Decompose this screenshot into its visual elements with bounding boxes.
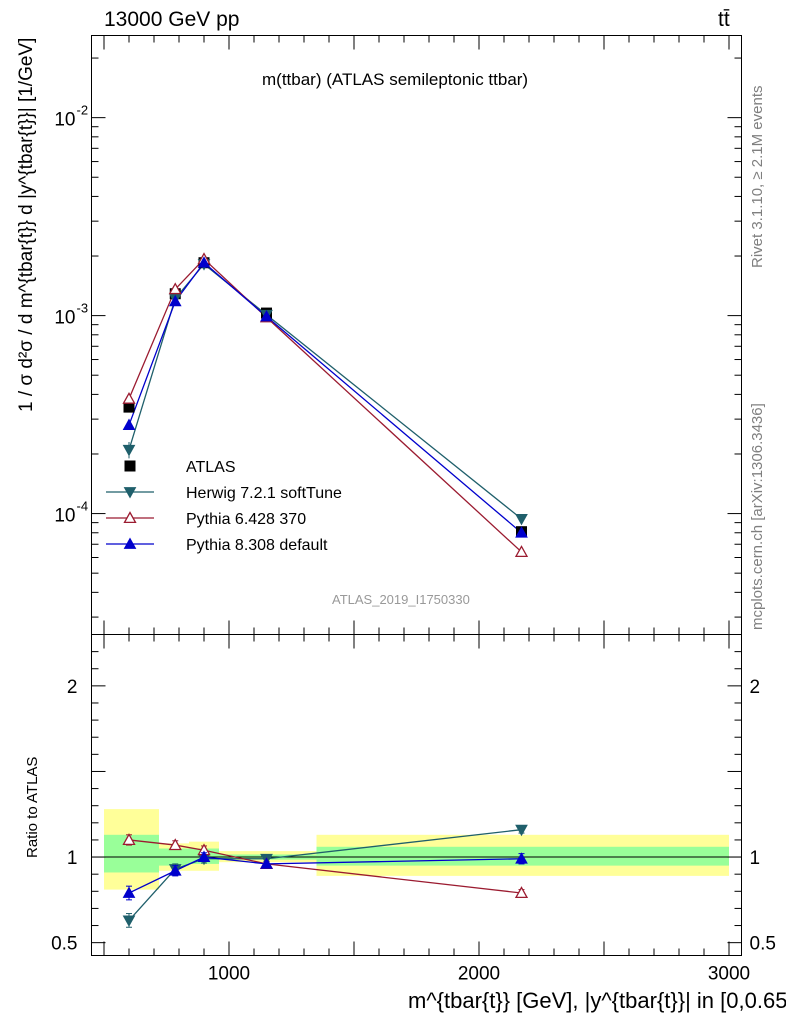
main-point-2-0 (122, 391, 136, 404)
main-y-axis-label: 1 / σ d²σ / d m^{tbar{t}} d |y^{tbar{t}}… (16, 37, 37, 412)
main-point-2-1 (168, 282, 182, 295)
main-y-tick-exponent-0.0001: -4 (77, 499, 89, 514)
ratio-point-1-1 (168, 838, 182, 851)
ratio-point-2-0 (122, 886, 136, 898)
series-markers (122, 252, 529, 928)
legend: ATLAS Herwig 7.2.1 softTune Pythia 6.428 3… (106, 459, 342, 554)
main-y-tick-label-0.01: 10 (54, 110, 75, 131)
ratio-y-tick-label-left-2: 2 (67, 677, 78, 698)
ratio-panel-frame (91, 634, 742, 956)
header-left-label: 13000 GeV pp (104, 8, 240, 31)
main-y-tick-exponent-0.001: -3 (77, 301, 89, 316)
main-y-tick-label-0.001: 10 (54, 308, 75, 329)
main-line-1 (128, 263, 522, 520)
ratio-point-2-2 (197, 850, 211, 862)
ratio-y-tick-label-right-1: 1 (750, 848, 761, 869)
legend-label-2: Pythia 6.428 370 (186, 511, 306, 528)
plot-title: m(ttbar) (ATLAS semileptonic ttbar) (262, 70, 529, 89)
series-lines (128, 258, 522, 921)
main-point-2-4 (514, 545, 529, 557)
mcplots-label: mcplots.cern.ch [arXiv:1306.3436] (749, 403, 766, 630)
main-point-1-0 (122, 444, 136, 457)
ratio-point-2-4 (515, 852, 528, 864)
main-line-2 (128, 258, 522, 553)
x-tick-label-3000: 3000 (708, 964, 750, 985)
main-y-tick-exponent-0.01: -2 (77, 103, 89, 118)
main-point-3-3 (260, 309, 273, 322)
main-y-tick-label-0.0001: 10 (54, 506, 75, 527)
ratio-y-tick-label-left-1: 1 (67, 848, 78, 869)
legend-marker-0 (124, 460, 136, 472)
ratio-uncertainty-bands (91, 809, 742, 890)
legend-marker-3 (123, 537, 137, 549)
ratio-point-2-1 (168, 864, 182, 876)
legend-label-1: Herwig 7.2.1 softTune (186, 485, 342, 502)
analysis-id-label: ATLAS_2019_I1750330 (332, 592, 470, 607)
main-point-3-1 (168, 294, 182, 307)
ratio-point-1-0 (122, 833, 136, 845)
main-point-3-0 (122, 418, 136, 430)
ratio-y-tick-label-right-0.5: 0.5 (750, 934, 776, 955)
axes-ticks (91, 35, 742, 956)
legend-marker-1 (123, 487, 137, 499)
axes-frames (91, 35, 742, 956)
x-tick-label-2000: 2000 (458, 964, 500, 985)
legend-label-0: ATLAS (186, 459, 236, 476)
main-point-1-4 (515, 513, 528, 526)
header-right-label: tt̄ (718, 8, 730, 31)
main-point-3-4 (515, 526, 528, 538)
main-point-3-2 (197, 256, 211, 268)
x-axis-label: m^{tbar{t}} [GeV], |y^{tbar{t}}| in [0,0… (408, 988, 786, 1013)
ratio-y-tick-label-right-2: 2 (750, 677, 761, 698)
ratio-point-1-4 (514, 886, 529, 899)
ratio-point-0-0 (122, 915, 136, 927)
ratio-y-axis-label: Ratio to ATLAS (24, 756, 41, 858)
ratio-point-0-4 (515, 824, 528, 837)
ratio-y-tick-label-left-0.5: 0.5 (51, 934, 77, 955)
main-point-0-0 (123, 401, 135, 413)
legend-label-3: Pythia 8.308 default (186, 537, 328, 554)
ratio-point-2-3 (260, 857, 273, 869)
x-tick-label-1000: 1000 (208, 964, 250, 985)
legend-marker-2 (123, 511, 137, 524)
rivet-version-label: Rivet 3.1.10, ≥ 2.1M events (749, 85, 766, 269)
